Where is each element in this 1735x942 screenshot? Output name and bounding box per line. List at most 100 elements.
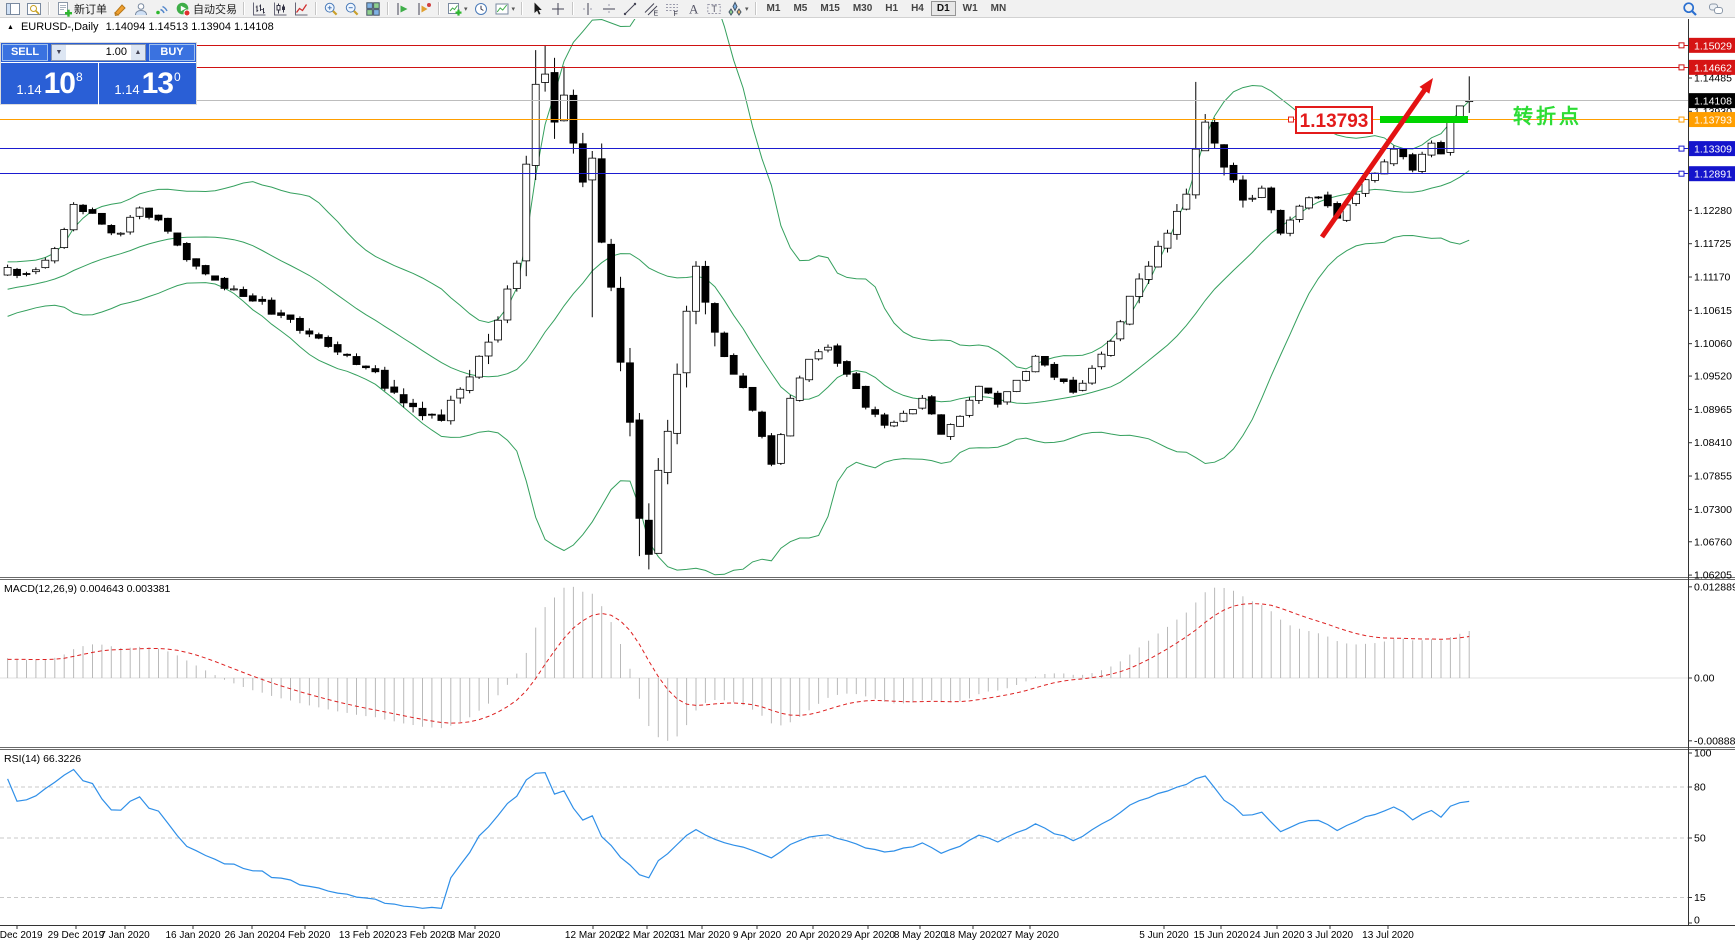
profile-icon: [135, 2, 147, 15]
svg-text:1.06205: 1.06205: [1694, 570, 1732, 582]
buy-button[interactable]: BUY: [149, 44, 195, 61]
timeframe-m5-button[interactable]: M5: [793, 3, 808, 14]
volume-input[interactable]: 1.00: [105, 46, 127, 58]
market-preview-button[interactable]: [24, 1, 44, 17]
volume-stepper: ▼ 1.00 ▲: [51, 44, 146, 61]
svg-text:8 May 2020: 8 May 2020: [894, 930, 947, 941]
svg-text:1.15029: 1.15029: [1694, 40, 1732, 52]
shapes-button[interactable]: ▾: [725, 0, 751, 17]
svg-text:3 Jul 2020: 3 Jul 2020: [1307, 930, 1354, 941]
timeframe-d1-button[interactable]: D1: [930, 1, 956, 16]
line-chart-icon: [295, 2, 308, 15]
svg-text:29 Apr 2020: 29 Apr 2020: [841, 930, 895, 941]
fibonacci-button[interactable]: F: [662, 1, 682, 17]
objects-icon: [418, 2, 431, 15]
autotrading-button[interactable]: 自动交易: [173, 1, 239, 17]
hline-button[interactable]: [599, 1, 619, 17]
chart-symbol-period: EURUSD-,Daily: [20, 21, 99, 33]
sell-price[interactable]: 1.14 10 8: [1, 63, 99, 105]
svg-text:27 May 2020: 27 May 2020: [1001, 930, 1059, 941]
timeframe-h1-button[interactable]: H1: [885, 3, 899, 14]
sell-button[interactable]: SELL: [2, 44, 48, 61]
channel-icon: E: [644, 2, 659, 17]
text-icon: A: [689, 1, 699, 16]
period-clock-button[interactable]: [471, 1, 491, 17]
menu-icon: [6, 2, 20, 15]
timeframe-m30-button[interactable]: M30: [852, 3, 873, 14]
svg-text:80: 80: [1694, 782, 1706, 794]
template-button[interactable]: ▾: [492, 1, 518, 17]
signal-icon: [156, 5, 168, 14]
channel-button[interactable]: E: [641, 1, 661, 17]
new-chart-caret-icon[interactable]: ▾: [464, 5, 468, 13]
zoom-in-button[interactable]: [321, 1, 341, 17]
timeframe-w1-button[interactable]: W1: [962, 3, 978, 14]
timeframe-m15-button[interactable]: M15: [820, 3, 840, 14]
objects-button[interactable]: [414, 1, 434, 17]
toolbar-separator: [387, 2, 389, 15]
horizontal-price-lines[interactable]: [0, 42, 1688, 177]
profile-button[interactable]: [131, 1, 151, 17]
svg-text:31 Mar 2020: 31 Mar 2020: [674, 930, 731, 941]
chart-collapse-icon[interactable]: ▲: [7, 23, 14, 31]
svg-text:1.13309: 1.13309: [1694, 144, 1732, 156]
svg-text:1.06760: 1.06760: [1694, 536, 1732, 548]
vline-button[interactable]: [578, 1, 598, 17]
crosshair-button[interactable]: [548, 1, 568, 17]
toolbar-separator: [438, 2, 440, 15]
bar-chart-button[interactable]: [249, 1, 269, 17]
text-button[interactable]: A: [683, 1, 703, 17]
volume-increase-button[interactable]: ▲: [131, 45, 145, 60]
search-icon: [1683, 1, 1697, 16]
chart-annotations[interactable]: 1.13793 转折点: [1288, 78, 1583, 239]
trendline-button[interactable]: [620, 1, 640, 17]
line-chart-button[interactable]: [291, 1, 311, 17]
svg-text:A: A: [689, 1, 699, 16]
new-order-icon: [58, 1, 72, 17]
zoom-out-button[interactable]: [342, 1, 362, 17]
svg-text:26 Jan 2020: 26 Jan 2020: [224, 930, 279, 941]
svg-text:9 Dec 2019: 9 Dec 2019: [0, 930, 43, 941]
buy-price-sup: 0: [174, 70, 181, 84]
menu-button[interactable]: [3, 1, 23, 17]
svg-text:20 Apr 2020: 20 Apr 2020: [786, 930, 840, 941]
signal-button[interactable]: [152, 1, 172, 17]
svg-text:1.10060: 1.10060: [1694, 338, 1732, 350]
timeframe-h4-button[interactable]: H4: [911, 3, 924, 14]
label-icon: T: [707, 3, 721, 14]
search-button[interactable]: [1680, 1, 1700, 17]
cursor-button[interactable]: [527, 1, 547, 17]
template-icon: [495, 3, 509, 14]
template-caret-icon[interactable]: ▾: [511, 5, 516, 13]
svg-text:50: 50: [1694, 833, 1706, 845]
trade-panel-controls: SELL ▼ 1.00 ▲ BUY: [1, 43, 196, 63]
new-order-button[interactable]: 新订单: [54, 1, 109, 17]
svg-text:E: E: [654, 10, 659, 17]
new-chart-button[interactable]: ▾: [444, 1, 470, 17]
timeframe-m1-button[interactable]: M1: [766, 3, 781, 14]
price-axis[interactable]: 1.144851.139301.122801.117251.111701.106…: [1688, 37, 1735, 927]
label-button[interactable]: T: [704, 1, 724, 17]
buy-price[interactable]: 1.14 13 0: [99, 63, 196, 105]
crayon-icon: [114, 3, 126, 16]
shapes-icon: [728, 0, 742, 16]
shapes-caret-icon[interactable]: ▾: [745, 5, 749, 13]
volume-decrease-button[interactable]: ▼: [52, 45, 66, 60]
tile-windows-button[interactable]: [363, 1, 383, 17]
candle-chart-button[interactable]: [270, 1, 290, 17]
svg-text:T: T: [712, 4, 718, 14]
candle-chart-icon: [274, 2, 287, 15]
autotrading-icon: [176, 2, 191, 16]
svg-text:16 Jan 2020: 16 Jan 2020: [165, 930, 220, 941]
chat-button[interactable]: [1706, 1, 1726, 17]
period-clock-icon: [474, 2, 487, 15]
one-click-trade-panel: SELL ▼ 1.00 ▲ BUY 1.14 10 8 1.14 13 0: [0, 42, 197, 105]
svg-text:7 Jan 2020: 7 Jan 2020: [100, 930, 150, 941]
macd-label: MACD(12,26,9) 0.004643 0.003381: [4, 583, 171, 595]
timeframe-mn-button[interactable]: MN: [990, 3, 1007, 14]
trade-panel-prices: 1.14 10 8 1.14 13 0: [1, 63, 196, 105]
indicators-button[interactable]: [393, 1, 413, 17]
crayon-button[interactable]: [110, 1, 130, 17]
